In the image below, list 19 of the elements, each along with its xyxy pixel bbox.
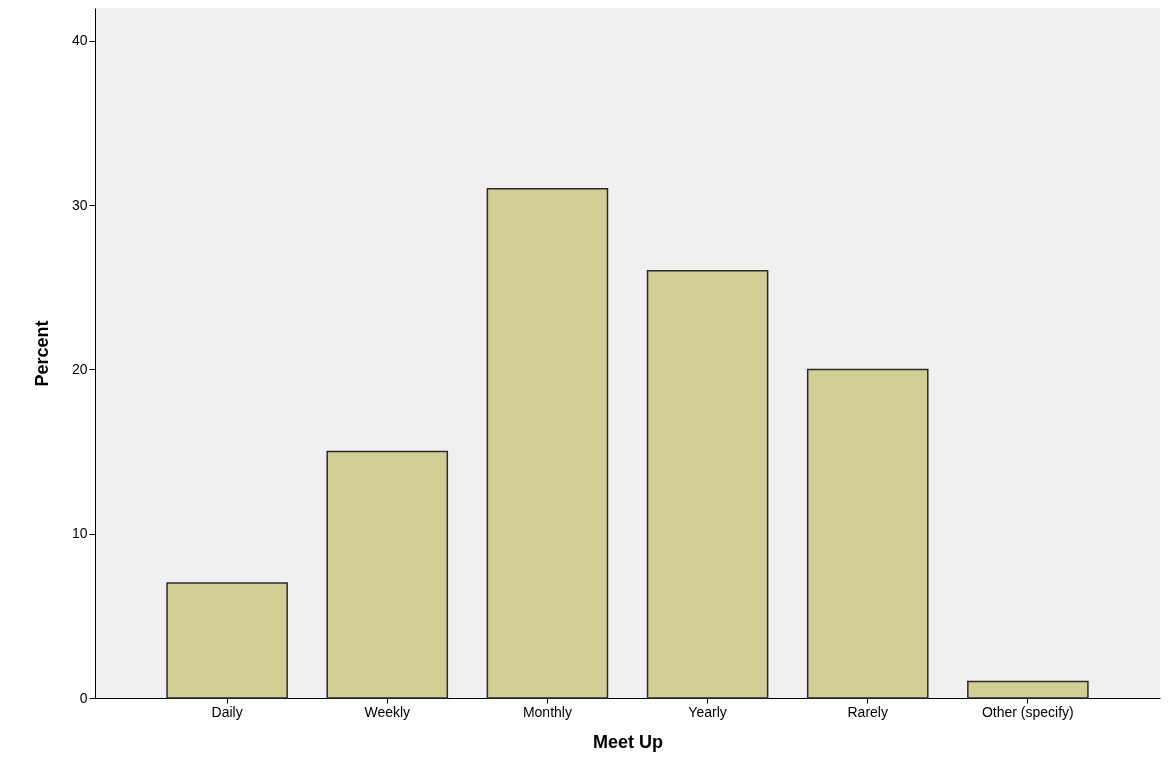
x-tick-label: Daily (211, 703, 243, 720)
x-tick-label: Monthly (522, 703, 572, 720)
y-tick-label: 30 (71, 196, 88, 213)
y-tick-label: 20 (71, 360, 88, 377)
y-tick-label: 0 (79, 689, 88, 706)
x-tick-label: Weekly (364, 703, 411, 720)
x-axis-title: Meet Up (592, 731, 664, 752)
bar (967, 680, 1089, 699)
bar (326, 450, 449, 699)
y-tick-label: 40 (71, 32, 88, 49)
bar (166, 582, 288, 699)
bar (646, 270, 769, 699)
y-axis-title: Percent (31, 320, 52, 387)
y-tick-label: 10 (71, 525, 88, 542)
bar (806, 368, 929, 699)
x-tick-label: Rarely (847, 703, 888, 720)
x-tick-label: Other (specify) (981, 703, 1074, 720)
x-tick-label: Yearly (688, 703, 727, 720)
bar (486, 187, 609, 699)
